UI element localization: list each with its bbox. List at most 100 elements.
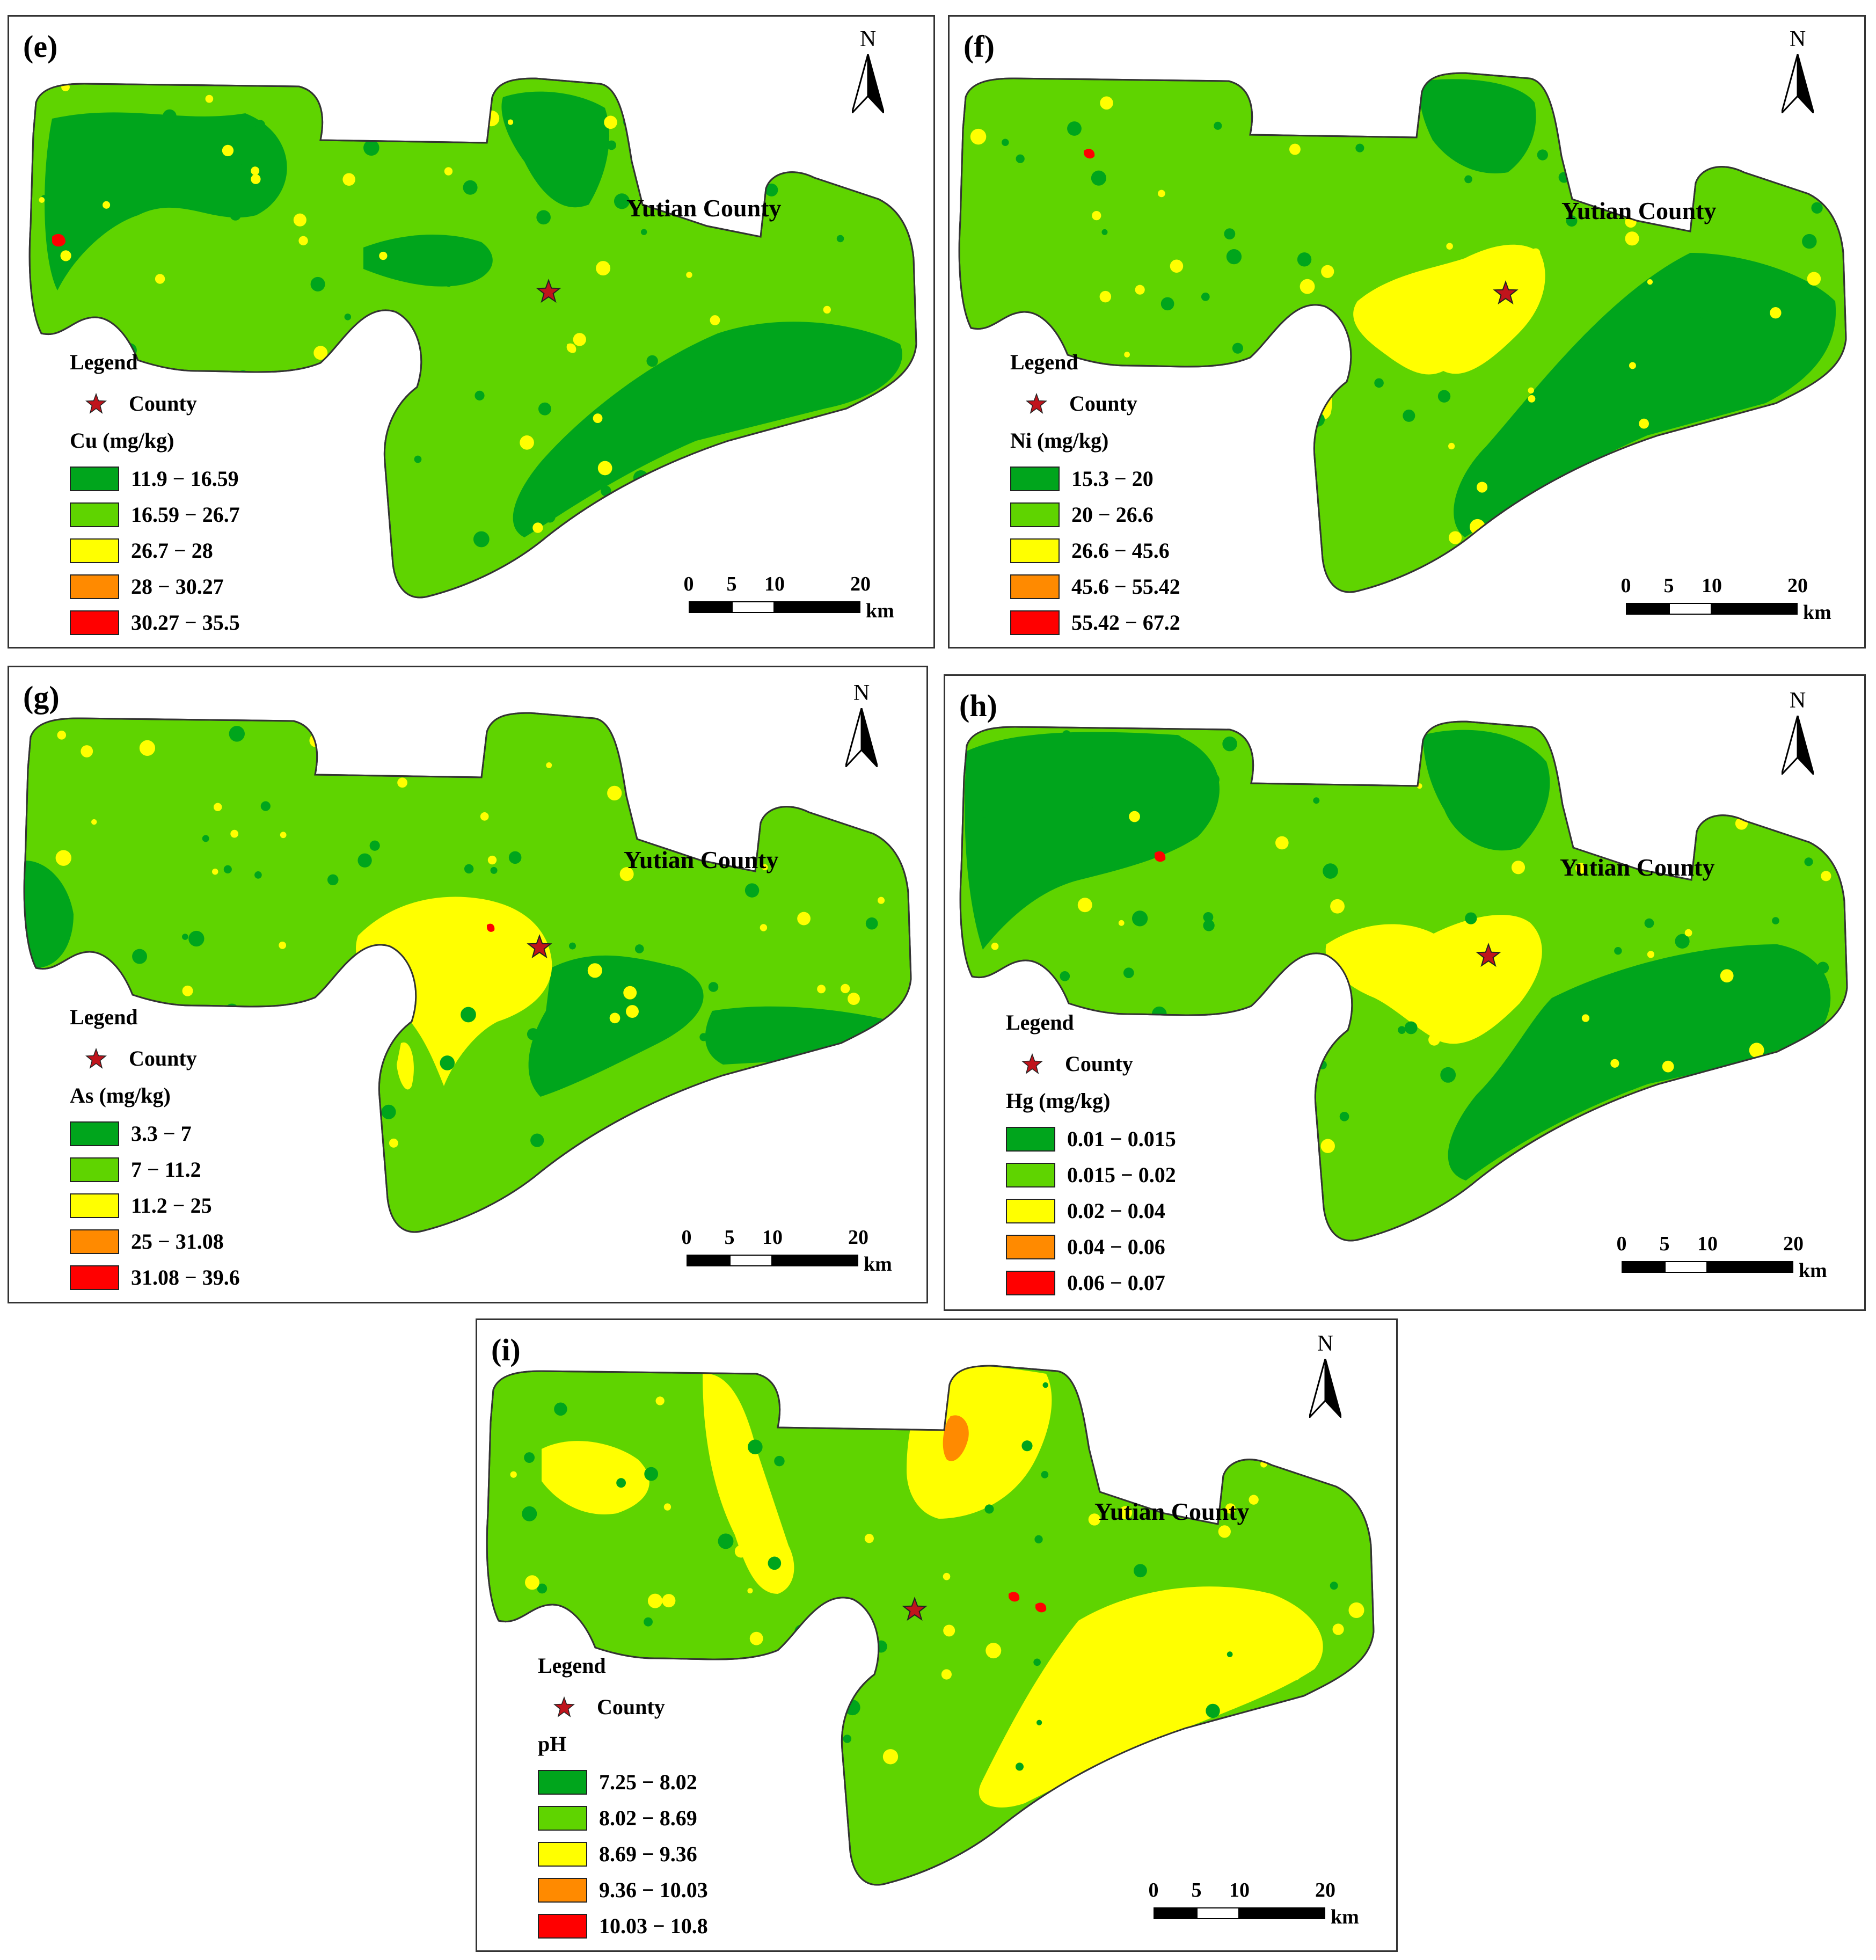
value-spot [1817, 961, 1829, 974]
value-spot [700, 1135, 713, 1148]
legend-item: 0.015 − 0.02 [1006, 1157, 1176, 1193]
legend-item: 11.2 − 25 [70, 1187, 240, 1223]
legend-county-marker: County [1006, 1051, 1176, 1076]
scale-tick: 10 [1697, 1233, 1718, 1255]
legend-item: 0.01 − 0.015 [1006, 1121, 1176, 1157]
value-spot [755, 1161, 767, 1174]
scale-tick: 10 [1702, 574, 1722, 597]
value-spot [718, 1533, 734, 1549]
value-spot [1206, 1703, 1220, 1718]
legend-swatch [1010, 574, 1060, 599]
value-spot [708, 982, 719, 992]
legend-swatch [70, 502, 119, 527]
value-spot [1804, 857, 1813, 866]
value-zone-class1 [24, 861, 74, 968]
scale-tick: 20 [1787, 574, 1808, 597]
value-spot [446, 88, 458, 100]
value-spot [1806, 1079, 1815, 1087]
value-spot [748, 1439, 763, 1455]
scale-segment [687, 1255, 729, 1266]
value-spot [1330, 899, 1345, 914]
scale-bar: 0 5 10 20 km [681, 1226, 896, 1276]
value-spot [1626, 735, 1639, 749]
value-spot [486, 950, 494, 958]
value-spot [587, 963, 602, 978]
value-spot [1277, 1028, 1289, 1040]
value-spot [1218, 1525, 1231, 1538]
panel-label: (g) [23, 680, 60, 715]
value-spot [1440, 1067, 1456, 1083]
legend-county-marker: County [70, 391, 240, 416]
legend-class-range: 15.3 − 20 [1071, 467, 1154, 491]
legend-class-range: 0.02 − 0.04 [1067, 1199, 1165, 1223]
value-spot [1224, 228, 1236, 240]
legend-county-label: County [129, 391, 197, 416]
value-spot [1121, 767, 1133, 778]
value-spot [1268, 1066, 1280, 1079]
value-spot [302, 443, 318, 459]
value-spot [603, 555, 614, 565]
legend-county-marker: County [70, 1046, 240, 1071]
value-zone-class5 [1035, 1602, 1047, 1613]
value-spot [1101, 229, 1108, 235]
value-spot [984, 1504, 994, 1514]
value-spot [1123, 967, 1134, 979]
legend-item: 8.02 − 8.69 [538, 1800, 708, 1836]
value-spot [223, 865, 232, 873]
value-spot [1321, 265, 1334, 278]
value-spot [1160, 297, 1174, 311]
value-spot [609, 1012, 621, 1024]
value-spot [1821, 871, 1831, 881]
legend: Legend County Cu (mg/kg) 11.9 − 16.59 16… [70, 349, 240, 640]
value-zone-class1 [45, 112, 287, 291]
value-zone-class5 [487, 923, 495, 932]
value-spot [463, 180, 478, 195]
value-spot [747, 1588, 753, 1594]
value-spot [721, 1098, 728, 1105]
value-spot [1356, 736, 1371, 751]
value-spot [1283, 437, 1291, 445]
legend-swatch [1006, 1126, 1055, 1152]
county-outline [28, 77, 917, 599]
value-spot [732, 395, 743, 407]
value-spot [1222, 736, 1237, 752]
value-spot [1511, 861, 1525, 875]
value-spot [1213, 370, 1229, 386]
value-spot [1305, 761, 1313, 769]
north-arrow: N [846, 26, 889, 118]
scale-segment [772, 1255, 858, 1266]
value-spot [1091, 170, 1106, 186]
value-spot [379, 251, 388, 260]
legend-item: 20 − 26.6 [1010, 497, 1180, 533]
value-spot [1313, 797, 1320, 804]
value-zone-class1 [965, 732, 1220, 950]
value-spot [230, 829, 239, 838]
value-spot [1060, 971, 1070, 981]
value-spot [1227, 1651, 1233, 1657]
value-zone-class3 [566, 343, 576, 353]
legend-title: Legend [538, 1653, 606, 1678]
value-spot [1170, 259, 1184, 273]
value-spot [864, 1534, 874, 1543]
value-spot [662, 1594, 676, 1608]
value-spot [727, 1463, 733, 1469]
value-spot [775, 1838, 791, 1854]
value-spot [1200, 395, 1208, 403]
legend-class-range: 16.59 − 26.7 [131, 502, 240, 527]
legend-class-range: 26.7 − 28 [131, 538, 213, 563]
map-panel-h: (h) N Yutian County Legend County Hg (mg… [944, 674, 1866, 1311]
value-spot [1647, 279, 1653, 285]
value-spot [381, 1104, 396, 1119]
value-spot [444, 167, 453, 176]
value-spot [686, 272, 692, 278]
legend-item: 9.36 − 10.03 [538, 1872, 708, 1908]
value-spot [1036, 1719, 1042, 1725]
scale-tick: 20 [1783, 1233, 1804, 1255]
value-spot [640, 229, 647, 235]
value-spot [1665, 148, 1674, 157]
value-zone-class1 [1423, 730, 1550, 851]
value-spot [619, 867, 634, 881]
value-spot [293, 213, 306, 227]
legend-county-label: County [129, 1046, 197, 1070]
county-seat-star-icon [902, 1597, 928, 1621]
